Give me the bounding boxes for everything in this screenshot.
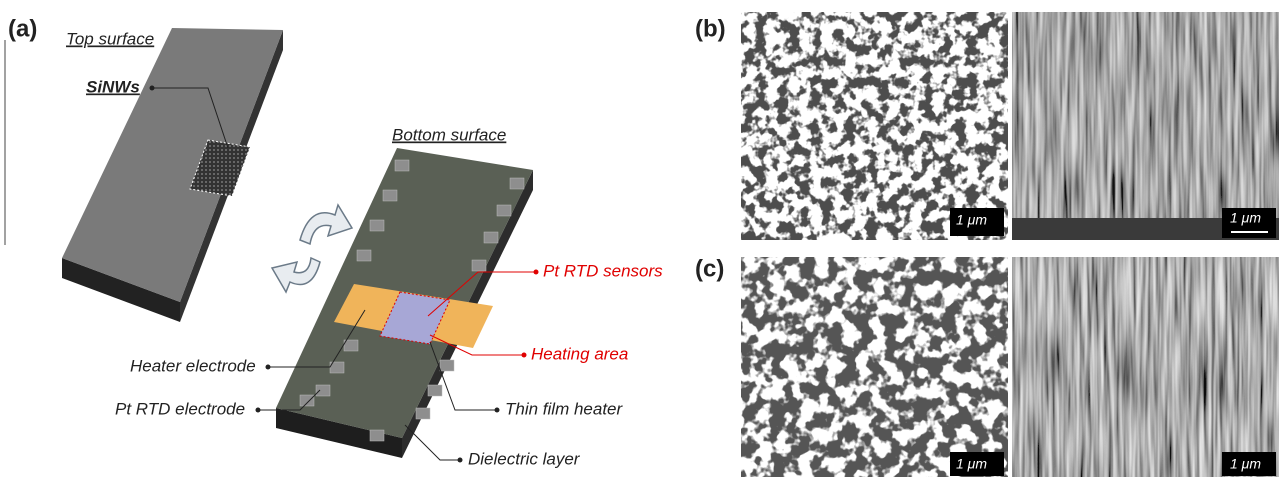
- panel-label: (b): [695, 15, 726, 42]
- sem-c-top: [741, 257, 1008, 477]
- sem-c-side: [1012, 257, 1279, 477]
- sem-b-side: [1012, 12, 1279, 240]
- scale-bar-label: 1 μm: [956, 212, 987, 228]
- bottom-surface-title: Bottom surface: [392, 125, 506, 144]
- callout: Pt RTD electrode: [115, 399, 245, 418]
- callout: Heater electrode: [130, 356, 256, 375]
- callout: Dielectric layer: [468, 449, 581, 468]
- leader-dot: [150, 86, 155, 91]
- panel-label: (c): [695, 255, 724, 282]
- sinws-label: SiNWs: [86, 77, 140, 96]
- bottom-chip: [276, 148, 533, 458]
- scale-bar-label: 1 μm: [956, 456, 987, 472]
- top-surface-title: Top surface: [66, 29, 154, 48]
- sem-b-top: [741, 12, 1008, 240]
- callout: Thin film heater: [505, 399, 623, 418]
- panel-label: (a): [8, 15, 37, 42]
- callout: Heating area: [531, 344, 628, 363]
- callout: Pt RTD sensors: [543, 261, 663, 280]
- scale-bar-label: 1 μm: [1230, 210, 1261, 226]
- figure: (a) Top surface SiNWs Bottom surface: [0, 0, 1279, 477]
- scale-bar-label: 1 μm: [1230, 456, 1261, 472]
- top-chip: [62, 28, 283, 322]
